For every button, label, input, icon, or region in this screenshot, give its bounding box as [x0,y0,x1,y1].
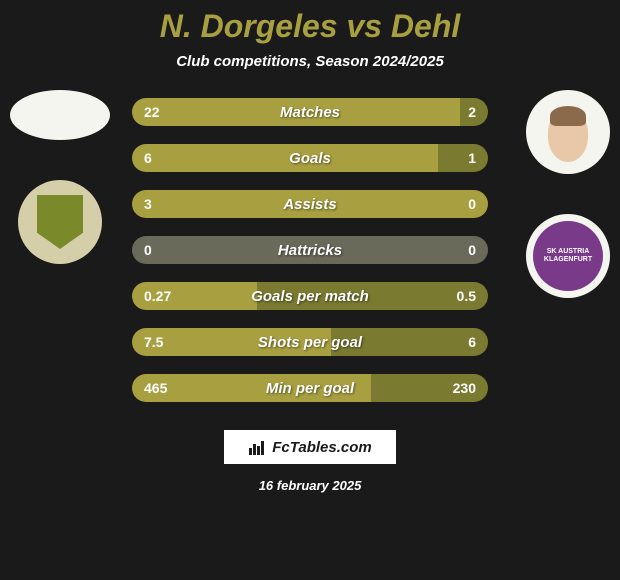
stat-row: 3 Assists 0 [132,190,488,218]
stat-value-right: 230 [453,380,476,396]
footer-date: 16 february 2025 [259,478,362,493]
stat-label: Hattricks [278,242,342,259]
subtitle: Club competitions, Season 2024/2025 [176,53,444,70]
stat-label: Assists [283,196,336,213]
stat-value-left: 0.27 [144,288,171,304]
stat-value-left: 0 [144,242,152,258]
face-icon [548,112,588,162]
stat-value-right: 0 [468,196,476,212]
shield-icon [37,195,83,249]
player1-club-badge [18,180,102,264]
stat-value-left: 22 [144,104,160,120]
stats-area: SK AUSTRIA KLAGENFURT 22 Matches 2 6 Goals 1 3… [0,98,620,402]
player1-avatar [10,90,110,140]
stat-value-left: 7.5 [144,334,163,350]
stat-value-right: 0 [468,242,476,258]
stat-label: Matches [280,104,340,121]
chart-icon [248,438,266,456]
stat-row: 465 Min per goal 230 [132,374,488,402]
stat-row: 6 Goals 1 [132,144,488,172]
stat-label: Min per goal [266,380,354,397]
stat-value-left: 3 [144,196,152,212]
left-avatars [10,90,110,264]
stat-value-right: 0.5 [457,288,476,304]
club-right-label: SK AUSTRIA KLAGENFURT [533,248,603,263]
stat-row: 0 Hattricks 0 [132,236,488,264]
footer-logo: FcTables.com [224,430,395,464]
page-title: N. Dorgeles vs Dehl [160,8,461,45]
footer-logo-text: FcTables.com [272,439,371,456]
stat-row: 22 Matches 2 [132,98,488,126]
stat-label: Shots per goal [258,334,362,351]
stat-value-right: 1 [468,150,476,166]
right-avatars: SK AUSTRIA KLAGENFURT [526,90,610,298]
player2-club-badge: SK AUSTRIA KLAGENFURT [526,214,610,298]
stat-value-left: 6 [144,150,152,166]
stat-label: Goals [289,150,331,167]
stat-rows: 22 Matches 2 6 Goals 1 3 Assists 0 0 Hattricks 0 0.2… [132,98,488,402]
stat-row: 0.27 Goals per match 0.5 [132,282,488,310]
stat-row: 7.5 Shots per goal 6 [132,328,488,356]
stat-value-left: 465 [144,380,167,396]
stat-value-right: 2 [468,104,476,120]
player2-avatar [526,90,610,174]
stat-value-right: 6 [468,334,476,350]
stat-label: Goals per match [251,288,369,305]
